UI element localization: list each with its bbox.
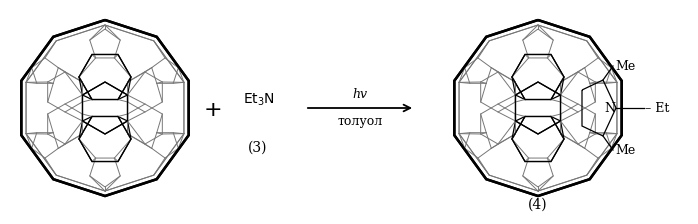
Text: N: N (604, 101, 615, 114)
Text: +: + (204, 100, 222, 120)
Text: $\mathrm{Et_3N}$: $\mathrm{Et_3N}$ (243, 92, 275, 108)
Text: hv: hv (352, 88, 368, 101)
Text: Me: Me (615, 60, 635, 73)
Text: – Et: – Et (645, 101, 669, 114)
Text: толуол: толуол (337, 114, 383, 127)
Text: (3): (3) (248, 141, 267, 155)
Text: Me: Me (615, 144, 635, 157)
Text: (4): (4) (528, 198, 548, 212)
